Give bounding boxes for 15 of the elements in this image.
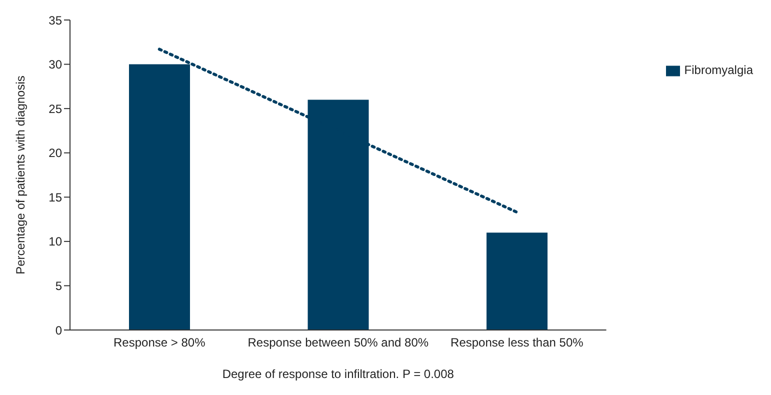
y-tick-label: 25: [48, 102, 62, 116]
y-tick-label: 30: [48, 58, 62, 72]
y-axis-title: Percentage of patients with diagnosis: [13, 76, 28, 274]
x-tick-label: Response less than 50%: [450, 336, 584, 350]
y-tick-label: 5: [55, 278, 62, 293]
x-tick-label: Response > 80%: [114, 336, 206, 350]
y-tick-label: 10: [48, 234, 62, 249]
y-tick-label: 20: [48, 146, 62, 160]
x-axis-title: Degree of response to infiltration. P = 0.008: [222, 367, 454, 381]
legend-label: Fibromyalgia: [684, 63, 753, 77]
bar: [486, 232, 548, 330]
y-tick-label: 15: [48, 190, 62, 204]
y-tick-label: 0: [55, 323, 62, 338]
x-tick-label: Response between 50% and 80%: [248, 336, 429, 350]
y-tick-label: 35: [48, 13, 62, 28]
